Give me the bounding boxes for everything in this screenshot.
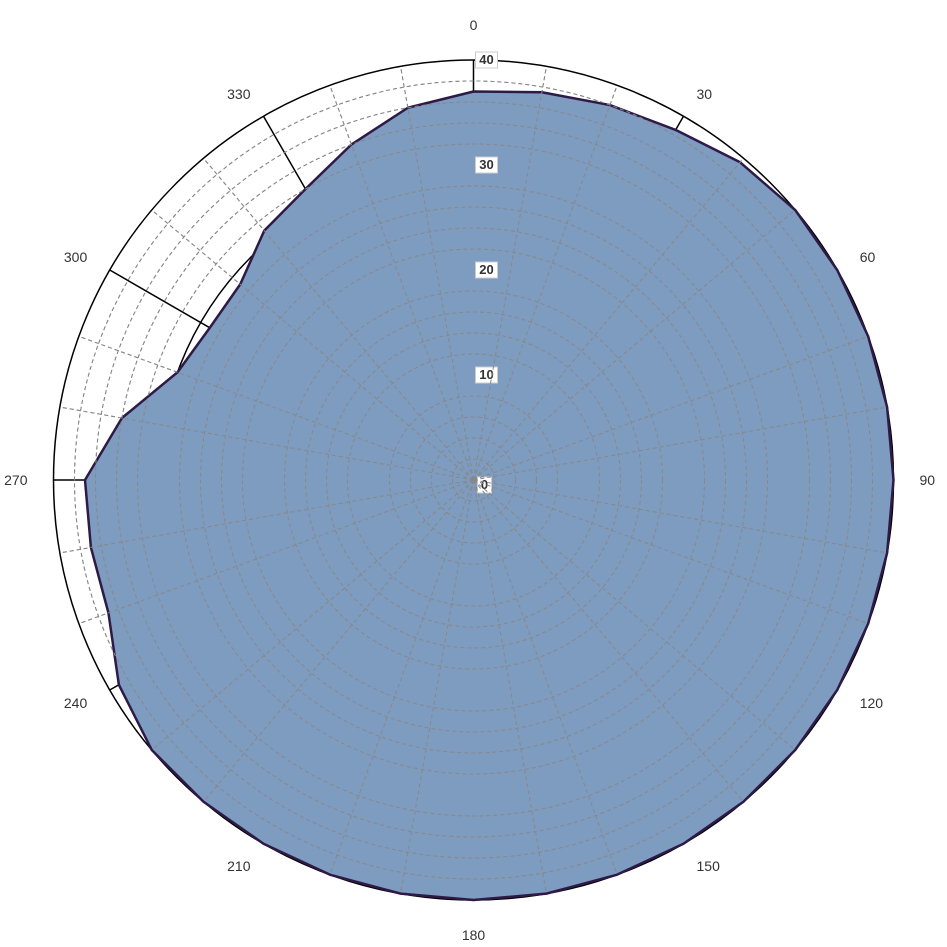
angle-label: 330 [227,86,251,102]
angle-label: 0 [470,17,478,33]
polar-chart: 0306090120150180210240270300330010203040 [0,0,947,947]
angle-label: 210 [227,858,251,874]
angle-label: 90 [920,472,936,488]
radial-label: 40 [479,52,493,67]
angle-label: 270 [4,472,28,488]
angle-label: 150 [697,858,721,874]
radial-label: 20 [479,262,493,277]
radial-label: 30 [479,157,493,172]
angle-label: 240 [64,695,88,711]
angle-label: 60 [860,249,876,265]
angle-label: 30 [697,86,713,102]
angle-label: 180 [462,927,486,943]
angle-label: 300 [64,249,88,265]
angle-label: 120 [860,695,884,711]
